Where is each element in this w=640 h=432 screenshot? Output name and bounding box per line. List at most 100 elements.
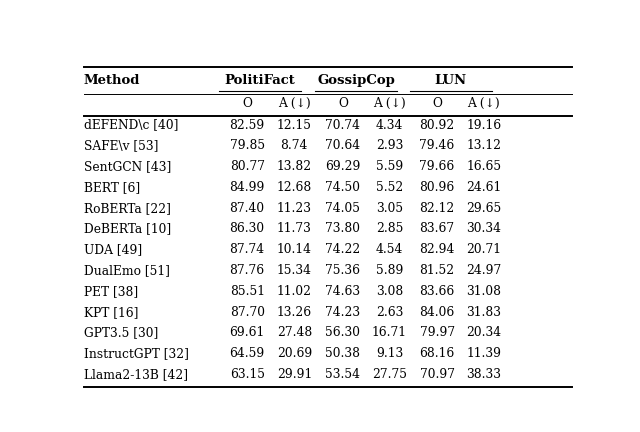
Text: Llama2-13B [42]: Llama2-13B [42]: [84, 368, 188, 381]
Text: 4.54: 4.54: [376, 243, 403, 256]
Text: 74.23: 74.23: [325, 305, 360, 319]
Text: 74.63: 74.63: [325, 285, 360, 298]
Text: 68.16: 68.16: [419, 347, 455, 360]
Text: 74.50: 74.50: [325, 181, 360, 194]
Text: 11.39: 11.39: [467, 347, 501, 360]
Text: A (↓): A (↓): [467, 97, 500, 110]
Text: 12.68: 12.68: [276, 181, 312, 194]
Text: 83.66: 83.66: [419, 285, 455, 298]
Text: GossipCop: GossipCop: [317, 73, 396, 86]
Text: 13.26: 13.26: [276, 305, 312, 319]
Text: 24.61: 24.61: [466, 181, 501, 194]
Text: 11.23: 11.23: [276, 202, 312, 215]
Text: 69.61: 69.61: [230, 327, 265, 340]
Text: 2.63: 2.63: [376, 305, 403, 319]
Text: 84.06: 84.06: [419, 305, 455, 319]
Text: 85.51: 85.51: [230, 285, 265, 298]
Text: 79.46: 79.46: [419, 139, 455, 152]
Text: O: O: [338, 97, 348, 110]
Text: 69.29: 69.29: [325, 160, 360, 173]
Text: 10.14: 10.14: [276, 243, 312, 256]
Text: PET [38]: PET [38]: [84, 285, 138, 298]
Text: 84.99: 84.99: [230, 181, 265, 194]
Text: 83.67: 83.67: [420, 222, 454, 235]
Text: 20.71: 20.71: [467, 243, 501, 256]
Text: 87.74: 87.74: [230, 243, 265, 256]
Text: SentGCN [43]: SentGCN [43]: [84, 160, 172, 173]
Text: 80.77: 80.77: [230, 160, 265, 173]
Text: GPT3.5 [30]: GPT3.5 [30]: [84, 327, 158, 340]
Text: UDA [49]: UDA [49]: [84, 243, 142, 256]
Text: DualEmo [51]: DualEmo [51]: [84, 264, 170, 277]
Text: 5.59: 5.59: [376, 160, 403, 173]
Text: 3.08: 3.08: [376, 285, 403, 298]
Text: 75.36: 75.36: [325, 264, 360, 277]
Text: 79.85: 79.85: [230, 139, 265, 152]
Text: BERT [6]: BERT [6]: [84, 181, 140, 194]
Text: 31.08: 31.08: [467, 285, 501, 298]
Text: 87.70: 87.70: [230, 305, 265, 319]
Text: 13.82: 13.82: [276, 160, 312, 173]
Text: 81.52: 81.52: [420, 264, 454, 277]
Text: 80.92: 80.92: [419, 118, 455, 131]
Text: 12.15: 12.15: [276, 118, 312, 131]
Text: 5.89: 5.89: [376, 264, 403, 277]
Text: 29.91: 29.91: [276, 368, 312, 381]
Text: 87.40: 87.40: [230, 202, 265, 215]
Text: 56.30: 56.30: [325, 327, 360, 340]
Text: 27.48: 27.48: [276, 327, 312, 340]
Text: A (↓): A (↓): [373, 97, 406, 110]
Text: 20.34: 20.34: [466, 327, 501, 340]
Text: O: O: [432, 97, 442, 110]
Text: 79.97: 79.97: [420, 327, 454, 340]
Text: 4.34: 4.34: [376, 118, 403, 131]
Text: 9.13: 9.13: [376, 347, 403, 360]
Text: 70.64: 70.64: [325, 139, 360, 152]
Text: 80.96: 80.96: [419, 181, 455, 194]
Text: 70.97: 70.97: [420, 368, 454, 381]
Text: 87.76: 87.76: [230, 264, 265, 277]
Text: 53.54: 53.54: [325, 368, 360, 381]
Text: 2.93: 2.93: [376, 139, 403, 152]
Text: 13.12: 13.12: [467, 139, 501, 152]
Text: 70.74: 70.74: [325, 118, 360, 131]
Text: PolitiFact: PolitiFact: [225, 73, 296, 86]
Text: 16.71: 16.71: [372, 327, 407, 340]
Text: 50.38: 50.38: [325, 347, 360, 360]
Text: KPT [16]: KPT [16]: [84, 305, 138, 319]
Text: 2.85: 2.85: [376, 222, 403, 235]
Text: 63.15: 63.15: [230, 368, 265, 381]
Text: 82.59: 82.59: [230, 118, 265, 131]
Text: 19.16: 19.16: [466, 118, 501, 131]
Text: 74.22: 74.22: [325, 243, 360, 256]
Text: 30.34: 30.34: [467, 222, 501, 235]
Text: dEFEND\c [40]: dEFEND\c [40]: [84, 118, 179, 131]
Text: 82.94: 82.94: [419, 243, 455, 256]
Text: SAFE\v [53]: SAFE\v [53]: [84, 139, 158, 152]
Text: O: O: [242, 97, 252, 110]
Text: InstructGPT [32]: InstructGPT [32]: [84, 347, 189, 360]
Text: 20.69: 20.69: [276, 347, 312, 360]
Text: 73.80: 73.80: [325, 222, 360, 235]
Text: 38.33: 38.33: [467, 368, 501, 381]
Text: 27.75: 27.75: [372, 368, 407, 381]
Text: Method: Method: [84, 73, 140, 86]
Text: 64.59: 64.59: [230, 347, 265, 360]
Text: LUN: LUN: [435, 73, 467, 86]
Text: 24.97: 24.97: [466, 264, 501, 277]
Text: 86.30: 86.30: [230, 222, 265, 235]
Text: 3.05: 3.05: [376, 202, 403, 215]
Text: A (↓): A (↓): [278, 97, 310, 110]
Text: 79.66: 79.66: [419, 160, 455, 173]
Text: 8.74: 8.74: [280, 139, 308, 152]
Text: 5.52: 5.52: [376, 181, 403, 194]
Text: RoBERTa [22]: RoBERTa [22]: [84, 202, 171, 215]
Text: 16.65: 16.65: [466, 160, 501, 173]
Text: 29.65: 29.65: [466, 202, 501, 215]
Text: DeBERTa [10]: DeBERTa [10]: [84, 222, 171, 235]
Text: 74.05: 74.05: [325, 202, 360, 215]
Text: 82.12: 82.12: [419, 202, 455, 215]
Text: 15.34: 15.34: [276, 264, 312, 277]
Text: 11.02: 11.02: [276, 285, 312, 298]
Text: 11.73: 11.73: [277, 222, 312, 235]
